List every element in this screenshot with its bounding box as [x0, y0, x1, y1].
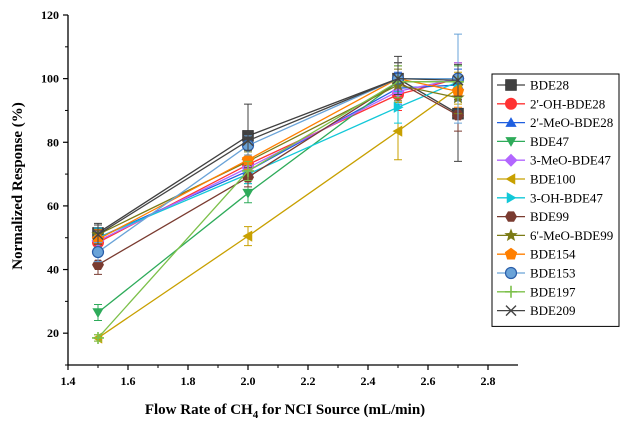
- legend-box: [491, 73, 620, 327]
- series-bde154: [91, 62, 465, 250]
- data-point: [241, 153, 255, 166]
- legend-marker: [505, 285, 517, 298]
- y-tick-label: 100: [41, 72, 59, 86]
- legend-label: 3-OH-BDE47: [530, 190, 603, 205]
- series-line: [97, 77, 459, 236]
- y-tick-label: 80: [47, 135, 59, 149]
- legend-label: BDE47: [530, 134, 570, 149]
- data-point: [92, 229, 104, 241]
- legend-marker: [505, 97, 517, 110]
- legend-entry: BDE209: [497, 303, 576, 318]
- legend-marker: [505, 173, 516, 185]
- x-axis-label-subscript: 4: [253, 409, 259, 421]
- series-line: [97, 78, 459, 242]
- axes: 1.4 1.6 1.8 2.0 2.2 2.4 2.6 2.8 20 40 60 80 100 120: [41, 8, 518, 388]
- legend-entry: 3-OH-BDE47: [497, 190, 603, 205]
- x-tick-label: 1.6: [121, 374, 136, 388]
- legend-label: BDE209: [530, 303, 576, 318]
- data-point: [393, 101, 404, 113]
- y-axis-label: Normalized Response (%): [10, 102, 26, 269]
- series-bde100: [92, 71, 463, 344]
- data-point: [392, 73, 404, 85]
- series-line: [97, 77, 459, 234]
- series-line: [97, 81, 459, 266]
- x-tick-label: 1.8: [181, 374, 196, 388]
- data-point: [242, 230, 253, 242]
- x-tick-label: 2.6: [421, 374, 436, 388]
- series-line: [97, 81, 458, 339]
- x-axis-label: Flow Rate of CH4 for NCI Source (mL/min): [145, 402, 425, 421]
- legend-marker: [505, 79, 517, 91]
- data-point: [452, 74, 464, 86]
- legend-label: BDE197: [530, 284, 576, 299]
- series-3-oh-bde47: [93, 65, 464, 248]
- legend-entries: BDE28 2'-OH-BDE28 2'-MeO-BDE28 BDE47 3-MeO-B…: [497, 78, 613, 318]
- legend-marker: [506, 192, 517, 204]
- legend-label: BDE154: [530, 247, 576, 262]
- legend-entry: 2'-MeO-BDE28: [497, 115, 613, 130]
- series-bde153: [91, 33, 465, 263]
- legend-marker: [505, 117, 517, 127]
- legend-entry: 2'-OH-BDE28: [497, 96, 605, 111]
- legend-marker: [505, 137, 517, 147]
- series-line: [97, 77, 458, 253]
- data-point: [92, 331, 104, 344]
- data-point: [392, 125, 403, 137]
- series-6-meo-bde99: [91, 68, 465, 245]
- data-point: [242, 135, 254, 147]
- y-tick-label: 120: [41, 8, 59, 22]
- legend-entry: BDE47: [497, 134, 570, 149]
- series-3-meo-bde47: [91, 62, 465, 251]
- x-tick-label: 2.2: [301, 374, 316, 388]
- series-bde197: [92, 65, 464, 344]
- legend-label: BDE100: [530, 172, 576, 187]
- legend-label: BDE99: [530, 209, 569, 224]
- legend-entry: BDE153: [497, 266, 576, 281]
- data-point: [242, 164, 254, 177]
- y-tick-label: 60: [47, 199, 59, 213]
- series-line: [97, 84, 459, 236]
- legend-entry: BDE28: [497, 78, 569, 93]
- x-axis-label-main: Flow Rate of CH: [145, 402, 253, 418]
- legend-marker: [504, 247, 518, 260]
- legend-entry: BDE99: [497, 209, 569, 224]
- legend-label: BDE153: [530, 266, 576, 281]
- legend-label: 3-MeO-BDE47: [530, 153, 611, 168]
- legend-marker: [504, 153, 518, 167]
- series-layer: [91, 33, 465, 344]
- legend-marker: [504, 228, 518, 242]
- x-tick-label: 2.8: [481, 374, 496, 388]
- legend-entry: BDE197: [497, 284, 576, 299]
- data-point: [92, 308, 104, 318]
- data-point: [242, 188, 254, 199]
- legend-marker: [505, 305, 517, 317]
- series-line: [97, 81, 459, 239]
- y-tick-label: 20: [47, 326, 59, 340]
- legend-label: 2'-OH-BDE28: [530, 96, 605, 111]
- x-tick-label: 2.4: [361, 374, 376, 388]
- series-bde209: [92, 62, 464, 245]
- legend: BDE28 2'-OH-BDE28 2'-MeO-BDE28 BDE47 3-MeO-B…: [491, 73, 620, 327]
- legend-label: 2'-MeO-BDE28: [530, 115, 613, 130]
- x-tick-label: 1.4: [61, 374, 76, 388]
- legend-label: 6'-MeO-BDE99: [530, 228, 613, 243]
- series-2-oh-bde28: [92, 62, 464, 253]
- y-tick-label: 40: [47, 263, 59, 277]
- series-line: [97, 87, 459, 339]
- data-point: [91, 245, 105, 259]
- x-tick-label: 2.0: [241, 374, 256, 388]
- legend-entry: 6'-MeO-BDE99: [497, 228, 613, 243]
- legend-entry: BDE100: [497, 172, 576, 187]
- legend-label: BDE28: [530, 78, 569, 93]
- x-axis-label-rest: for NCI Source (mL/min): [258, 402, 425, 418]
- data-point: [92, 259, 104, 270]
- legend-marker: [504, 266, 518, 280]
- legend-marker: [505, 211, 517, 222]
- legend-entry: 3-MeO-BDE47: [497, 153, 611, 168]
- legend-entry: BDE154: [497, 247, 576, 262]
